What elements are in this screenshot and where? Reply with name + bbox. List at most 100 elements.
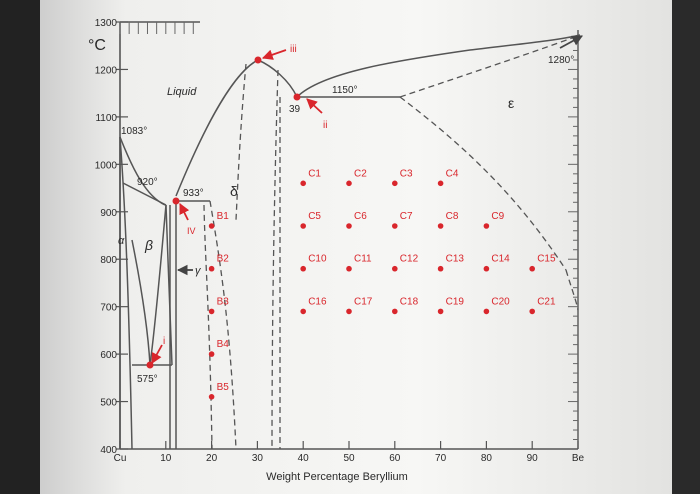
phase-beta: β [144,237,153,253]
right-dark-edge [672,0,700,494]
y-unit-label: °C [88,37,106,54]
delta-dome [257,59,298,98]
temp-1150: 1150° [332,85,358,96]
left-dark-edge [0,0,40,494]
y-tick-label-400: 400 [100,445,117,456]
arrow-iv [179,203,190,221]
point-label-c8: C8 [446,211,459,222]
point-label-c17: C17 [354,296,373,307]
point-label-c16: C16 [308,296,327,307]
point-label-c2: C2 [354,168,367,179]
y-tick-label-900: 900 [100,208,117,219]
point-c2 [346,180,352,187]
liquidus-epsilon [296,34,581,98]
x-tick-label-40: 40 [298,453,310,464]
temp-933: 933° [183,188,204,199]
y-tick-label-700: 700 [100,303,117,314]
y-tick-label-1000: 1000 [95,160,118,171]
x-tick-label-60: 60 [389,453,401,464]
annotation-i: i [163,336,165,347]
x-tick-label-80: 80 [481,453,493,464]
delta-right-dashed [271,69,279,450]
temp-1280: 1280° [548,55,574,66]
point-label-c21: C21 [537,296,556,307]
point-ii-marker [293,93,301,101]
point-c13 [437,265,444,272]
arrow-1280 [559,35,583,49]
point-label-c19: C19 [446,296,465,307]
point-iii-marker [254,56,262,64]
annotation-iv: IV [187,226,196,236]
top-axis-ticks [119,22,194,34]
temp-920: 920° [137,177,158,188]
point-c8 [437,223,444,229]
liquidus-cu-delta [175,59,259,197]
beta-lower [131,239,151,366]
x-tick-label-90: 90 [527,453,539,464]
annotation-ii: ii [323,120,327,131]
point-c21 [529,308,535,315]
point-c20 [483,308,490,315]
point-i-marker [146,361,154,369]
point-b5 [208,394,215,400]
epsilon-right-dashed [565,269,579,311]
point-c17 [346,308,352,315]
x-tick-label-30: 30 [252,453,264,464]
point-c4 [437,180,444,187]
point-label-b1: B1 [217,211,230,222]
phase-epsilon: ε [508,95,514,111]
point-label-c11: C11 [354,254,372,265]
point-label-c1: C1 [308,168,321,179]
point-b4 [208,351,215,357]
epsilon-solvus-dashed [399,96,567,271]
point-c16 [300,308,307,315]
temp-1083: 1083° [121,126,147,137]
x-tick-label-Cu: Cu [114,453,127,464]
point-label-c13: C13 [446,254,465,265]
point-label-c5: C5 [308,211,321,222]
point-label-c3: C3 [400,168,413,179]
point-label-c9: C9 [491,211,504,222]
x-axis-ticks: Cu 10 20 30 40 50 60 70 80 90 Be [114,441,585,464]
phase-delta: δ [230,183,238,199]
phase-boundaries [119,34,581,450]
right-axis-ticks [568,49,578,441]
point-c6 [346,223,352,229]
annotation-iii: iii [290,44,297,55]
beta-right [165,204,173,366]
point-c18 [392,308,398,315]
point-label-c10: C10 [308,254,327,265]
phase-liquid: Liquid [167,86,197,98]
delta-left-dashed [235,63,247,221]
point-label-c14: C14 [491,254,510,265]
dashed-boundaries [203,34,581,450]
point-c5 [300,223,307,229]
point-c12 [392,265,398,272]
point-label-c18: C18 [400,296,419,307]
point-label-b5: B5 [217,382,230,393]
paper-background [28,0,678,494]
phase-gamma: γ [195,265,202,277]
arrow-i [151,344,163,364]
y-tick-label-800: 800 [100,255,117,266]
point-c14 [483,265,490,272]
point-c15 [529,265,535,272]
annotation-arrows [151,35,583,364]
beta-left [149,204,167,366]
point-iv-marker [172,197,180,205]
phase-alpha: α [118,235,125,247]
temp-575: 575° [137,374,158,385]
point-c9 [483,223,490,229]
point-label-b3: B3 [217,296,230,307]
y-tick-label-1200: 1200 [95,65,118,76]
x-tick-label-70: 70 [435,453,447,464]
gamma-delta-dashed [209,200,237,450]
arrow-iii [261,49,287,60]
x-axis-title: Weight Percentage Beryllium [266,471,408,483]
y-axis-ticks: 1300 1200 1100 1000 900 800 700 600 500 400 [95,18,128,456]
label-39: 39 [289,104,301,115]
point-c1 [300,180,307,187]
point-label-c6: C6 [354,211,367,222]
y-tick-label-500: 500 [100,398,117,409]
